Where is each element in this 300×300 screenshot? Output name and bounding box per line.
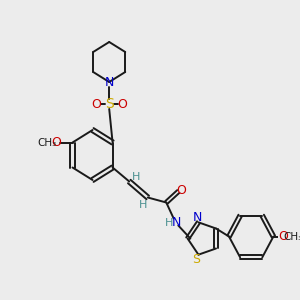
Text: H: H [165,218,173,227]
Text: CH₃: CH₃ [283,232,300,242]
Text: CH₃: CH₃ [37,137,56,148]
Text: S: S [193,253,201,266]
Text: N: N [193,211,202,224]
Text: H: H [139,200,147,211]
Text: O: O [51,136,61,149]
Text: N: N [172,216,181,229]
Text: S: S [105,97,114,111]
Text: O: O [176,184,186,197]
Text: N: N [104,76,114,88]
Text: H: H [131,172,140,182]
Text: O: O [279,230,289,243]
Text: O: O [117,98,127,110]
Text: O: O [91,98,101,110]
